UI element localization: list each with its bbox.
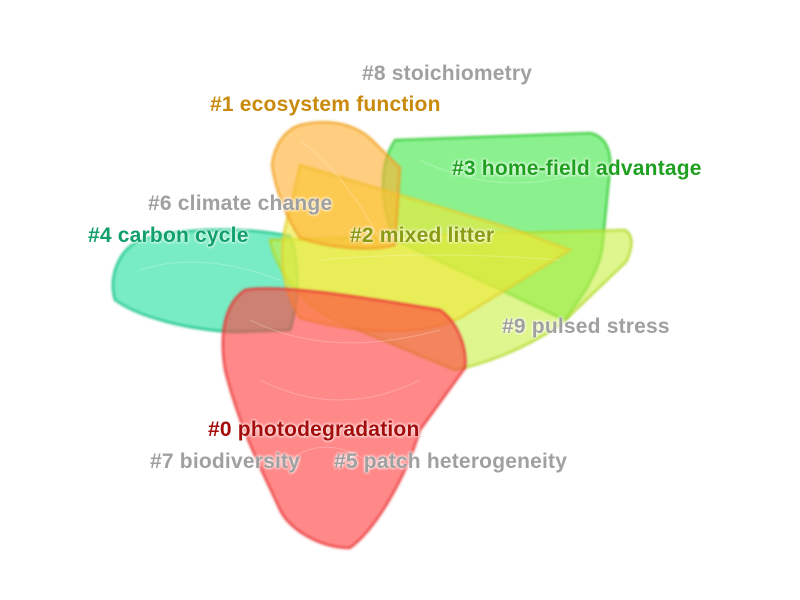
label-pulsed-stress[interactable]: #9 pulsed stress [502, 315, 670, 338]
hull-ecosystem-function [270, 121, 402, 250]
label-biodiversity[interactable]: #7 biodiversity [150, 450, 301, 473]
label-stoichiometry[interactable]: #8 stoichiometry [362, 62, 533, 85]
label-mixed-litter[interactable]: #2 mixed litter [350, 224, 495, 247]
label-carbon-cycle[interactable]: #4 carbon cycle [88, 224, 249, 247]
hull-photodegradation [221, 287, 467, 550]
label-home-field-advantage[interactable]: #3 home-field advantage [452, 157, 702, 180]
label-ecosystem-function[interactable]: #1 ecosystem function [210, 93, 441, 116]
label-photodegradation[interactable]: #0 photodegradation [208, 418, 420, 441]
network-edges [139, 139, 591, 471]
label-climate-change[interactable]: #6 climate change [148, 192, 333, 215]
label-patch-heterogeneity[interactable]: #5 patch heterogeneity [334, 450, 568, 473]
